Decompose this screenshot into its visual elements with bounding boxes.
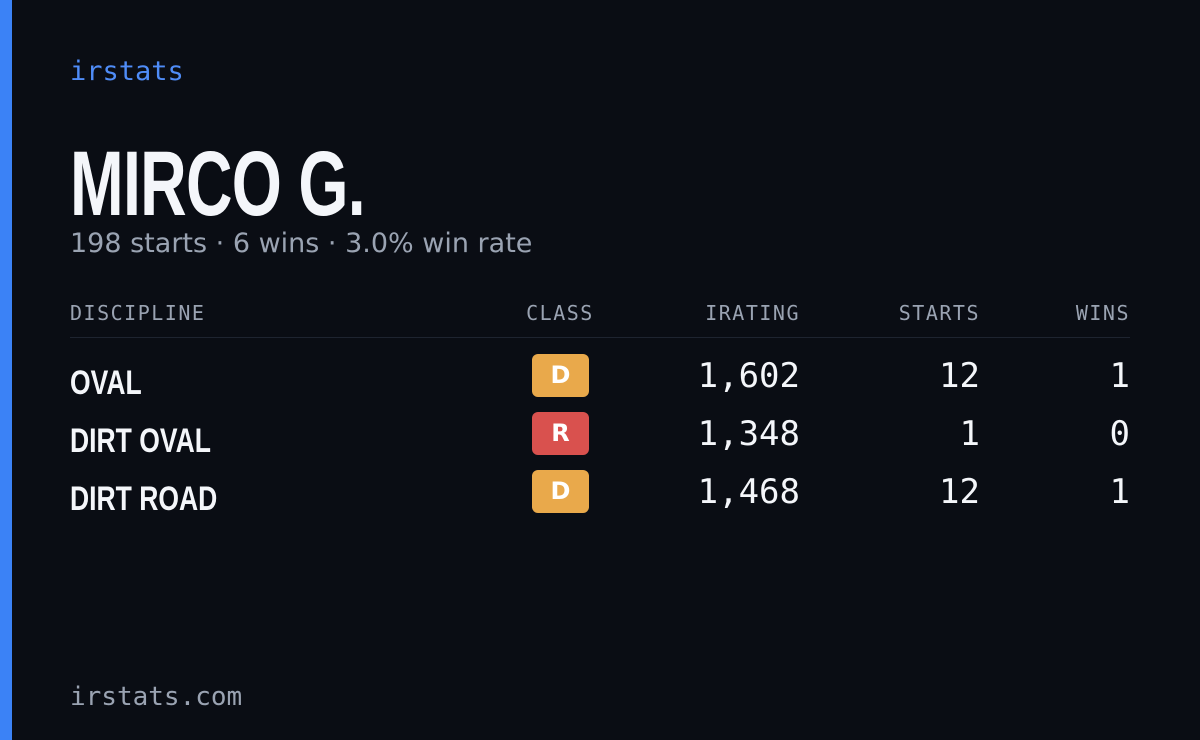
irating: 1,348: [697, 414, 800, 454]
driver-name: MIRCO G.: [70, 133, 366, 235]
discipline: DIRT ROAD: [70, 480, 218, 518]
column-header: CLASS: [526, 301, 594, 325]
column-header: DISCIPLINE: [70, 301, 206, 325]
accent-bar: [0, 0, 12, 740]
class-badge: R: [532, 412, 589, 455]
starts: 12: [939, 472, 980, 512]
irating: 1,468: [697, 472, 800, 512]
wins: 0: [1109, 414, 1130, 454]
column-header: IRATING: [705, 301, 800, 325]
irating: 1,602: [697, 356, 800, 396]
wins: 1: [1109, 472, 1130, 512]
column-header: STARTS: [898, 301, 980, 325]
starts: 1: [959, 414, 980, 454]
header-rule: [70, 337, 1130, 338]
discipline: OVAL: [70, 364, 142, 402]
class-badge: D: [532, 354, 589, 397]
discipline: DIRT OVAL: [70, 422, 211, 460]
brand: irstats: [70, 56, 184, 87]
class-badge: D: [532, 470, 589, 513]
subtitle: 198 starts · 6 wins · 3.0% win rate: [70, 228, 533, 259]
footer-site: irstats.com: [70, 682, 243, 712]
wins: 1: [1109, 356, 1130, 396]
starts: 12: [939, 356, 980, 396]
column-header: WINS: [1075, 301, 1130, 325]
